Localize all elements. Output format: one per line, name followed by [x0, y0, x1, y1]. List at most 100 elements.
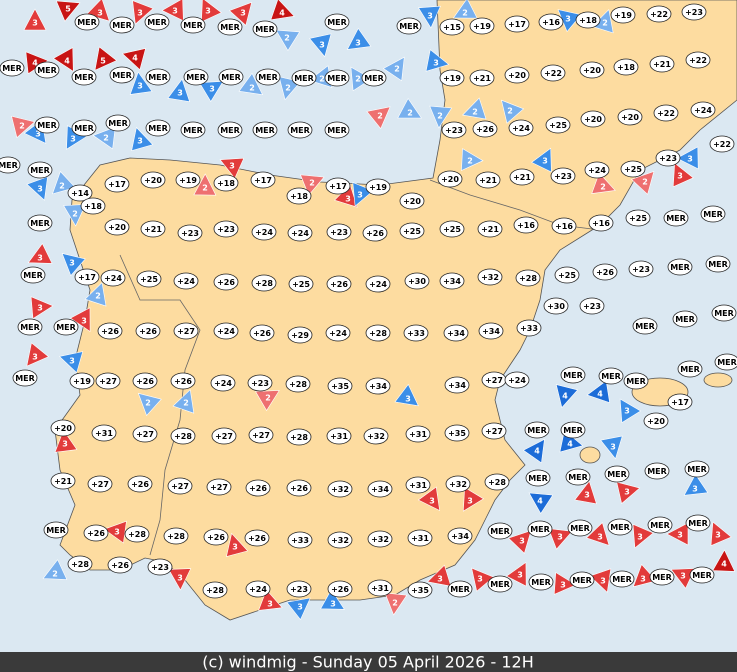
- temp-oval: [469, 17, 495, 35]
- wind-force: 2: [507, 107, 513, 116]
- temp-oval: [579, 297, 605, 315]
- temp-label: MER: [23, 271, 43, 280]
- temp-label: +26: [331, 585, 349, 594]
- wind-arrow: [586, 380, 610, 404]
- temp-oval: [173, 322, 199, 340]
- wind-arrow: [11, 115, 36, 139]
- temp-oval: [324, 69, 350, 87]
- wind-force: 3: [542, 157, 548, 166]
- wind-marker: 3: [589, 568, 612, 593]
- wind-marker: 3: [258, 589, 283, 611]
- wind-arrow: [417, 5, 441, 29]
- temp-label: MER: [610, 523, 630, 532]
- temp-oval: [97, 322, 123, 340]
- temp-oval: [477, 220, 503, 238]
- temp-label: +27: [136, 430, 154, 439]
- wind-force: 4: [32, 59, 38, 68]
- temp-label: MER: [108, 119, 128, 128]
- temp-oval: [213, 220, 239, 238]
- temp-oval: [140, 171, 166, 189]
- wind-force: 4: [534, 447, 540, 456]
- wind-arrow: [461, 148, 484, 172]
- temp-label: +34: [369, 382, 387, 391]
- temp-label: +26: [87, 529, 105, 538]
- wind-arrow: [255, 390, 280, 412]
- wind-force: 3: [355, 39, 361, 48]
- temp-label: +26: [136, 377, 154, 386]
- temp-label: +21: [144, 225, 162, 234]
- wind-force: 2: [467, 157, 473, 166]
- temp-oval: [144, 13, 170, 31]
- temp-label: MER: [670, 263, 690, 272]
- wind-marker: 4: [528, 492, 554, 515]
- temp-oval: [132, 425, 158, 443]
- temp-oval: [700, 205, 726, 223]
- temp-label: MER: [612, 575, 632, 584]
- wind-force: 3: [69, 259, 75, 268]
- temp-label: MER: [708, 260, 728, 269]
- wind-force: 3: [557, 533, 563, 542]
- temp-oval: [177, 224, 203, 242]
- wind-force: 3: [177, 89, 183, 98]
- temp-oval: [67, 555, 93, 573]
- wind-arrow: [92, 126, 116, 150]
- temp-label: +23: [554, 172, 572, 181]
- temp-oval: [399, 192, 425, 210]
- wind-force: 3: [584, 491, 590, 500]
- temp-label: +25: [443, 225, 461, 234]
- temp-label: +26: [207, 533, 225, 542]
- wind-arrow: [131, 126, 154, 152]
- wind-force: 3: [640, 575, 646, 584]
- wind-force: 3: [319, 41, 325, 50]
- wind-marker: 3: [632, 523, 654, 549]
- wind-force: 5: [65, 5, 71, 14]
- temp-label: +27: [171, 482, 189, 491]
- temp-label: MER: [364, 74, 384, 83]
- temp-oval: [613, 58, 639, 76]
- temp-label: MER: [112, 21, 132, 30]
- temp-label: +20: [403, 197, 421, 206]
- wind-arrow: [507, 530, 532, 554]
- temp-label: +17: [78, 273, 96, 282]
- temp-label: +24: [588, 166, 606, 175]
- temp-label: +23: [151, 563, 169, 572]
- temp-oval: [405, 425, 431, 443]
- temp-label: MER: [626, 377, 646, 386]
- temp-label: +25: [558, 271, 576, 280]
- wind-arrow: [42, 559, 68, 580]
- wind-force: 2: [407, 109, 413, 118]
- temp-label: MER: [607, 470, 627, 479]
- wind-force: 2: [392, 599, 398, 608]
- temp-oval: [685, 51, 711, 69]
- temp-oval: [567, 519, 593, 537]
- wind-marker: 4: [586, 380, 610, 404]
- temp-oval: [579, 61, 605, 79]
- temp-label: MER: [186, 73, 206, 82]
- temp-label: +23: [659, 154, 677, 163]
- wind-force: 3: [32, 19, 38, 28]
- temp-oval: [245, 580, 271, 598]
- wind-marker: 2: [193, 173, 217, 196]
- temp-label: +26: [253, 329, 271, 338]
- wind-marker: 3: [132, 0, 154, 25]
- temp-oval: [163, 527, 189, 545]
- wind-force: 3: [715, 531, 721, 540]
- temp-label: MER: [30, 219, 50, 228]
- wind-arrow: [137, 392, 162, 417]
- temp-oval: [367, 480, 393, 498]
- wind-force: 2: [72, 210, 78, 219]
- temp-label: +23: [181, 229, 199, 238]
- wind-force: 3: [81, 317, 87, 326]
- temp-label: +28: [174, 432, 192, 441]
- temp-oval: [584, 161, 610, 179]
- wind-force: 2: [600, 183, 606, 192]
- wind-arrow: [710, 521, 732, 547]
- wind-marker: 5: [94, 46, 118, 71]
- temp-oval: [170, 427, 196, 445]
- temp-label: +24: [694, 106, 712, 115]
- temp-oval: [213, 273, 239, 291]
- temp-oval: [508, 119, 534, 137]
- wind-arrow: [52, 47, 74, 72]
- wind-marker: 3: [54, 429, 78, 453]
- temp-label: +24: [249, 585, 267, 594]
